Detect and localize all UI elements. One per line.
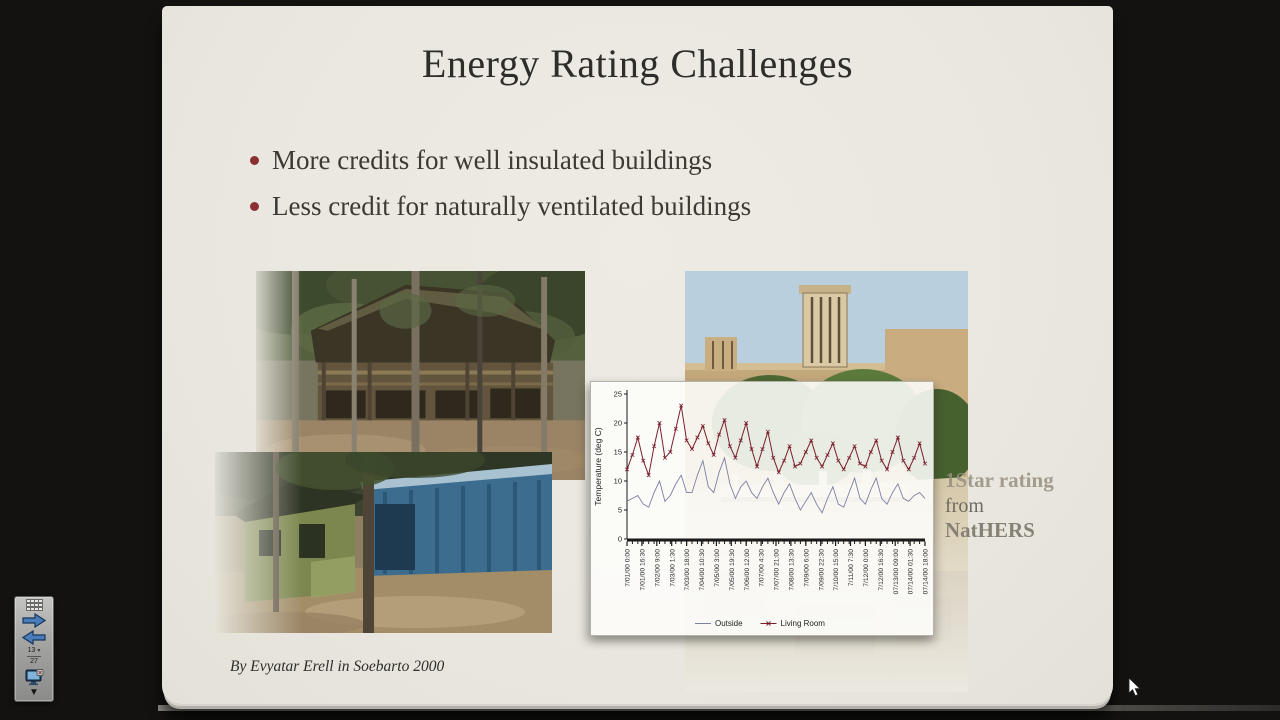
dropdown-triangle-icon: ▼ — [29, 687, 39, 699]
bullet-item: Less credit for naturally ventilated bui… — [250, 190, 751, 222]
note-line: from — [945, 494, 984, 517]
svg-text:7/04/00 10:30: 7/04/00 10:30 — [699, 549, 706, 591]
monitor-icon — [25, 668, 43, 685]
bullet-list: More credits for well insulated building… — [250, 144, 751, 237]
svg-text:07/14/00 01:30: 07/14/00 01:30 — [908, 549, 915, 595]
svg-text:7/09/00 22:30: 7/09/00 22:30 — [818, 549, 825, 591]
bullet-text: More credits for well insulated building… — [272, 145, 713, 175]
svg-text:07/13/00 09:00: 07/13/00 09:00 — [893, 549, 900, 595]
grid-icon — [25, 599, 43, 612]
slide: Energy Rating Challenges More credits fo… — [162, 6, 1113, 704]
nav-toolbar: 13 ▾ 27 ▼ — [14, 596, 54, 702]
note-line: 1Star rating — [945, 468, 1054, 492]
mouse-cursor — [1128, 677, 1143, 704]
chevron-down-icon: ▾ — [37, 647, 41, 654]
svg-text:0: 0 — [618, 535, 622, 544]
svg-text:7/05/00 3:00: 7/05/00 3:00 — [714, 549, 721, 587]
svg-text:5: 5 — [618, 506, 622, 515]
next-slide-button[interactable] — [17, 612, 51, 629]
prev-slide-button[interactable] — [17, 629, 51, 646]
svg-text:7/06/00 12:00: 7/06/00 12:00 — [744, 549, 751, 591]
slide-title: Energy Rating Challenges — [421, 41, 854, 86]
slide-counter-current: 13 — [27, 647, 36, 655]
svg-text:Outside: Outside — [715, 619, 743, 628]
counter-divider — [27, 655, 41, 657]
svg-text:20: 20 — [614, 419, 622, 428]
bullet-dot — [250, 156, 259, 165]
svg-text:7/03/00 18:00: 7/03/00 18:00 — [684, 549, 691, 591]
bullet-dot — [250, 202, 259, 212]
cursor-arrow-icon — [1128, 677, 1141, 697]
slide-counter[interactable]: 13 ▾ 27 — [17, 646, 51, 668]
next-arrow-icon — [22, 612, 46, 628]
toolbar-menu-button[interactable]: ▼ — [17, 687, 51, 699]
svg-text:15: 15 — [614, 448, 622, 457]
slide-bottom-edge — [158, 705, 1280, 711]
slide-sorter-button[interactable] — [17, 599, 51, 612]
photo-green-house — [215, 452, 552, 633]
svg-text:25: 25 — [614, 390, 622, 399]
svg-text:7/09/00 6:00: 7/09/00 6:00 — [803, 549, 810, 587]
svg-text:7/01/00 0:00: 7/01/00 0:00 — [625, 549, 632, 587]
temperature-chart: Temperature (deg C) 0 5 10 15 20 25 7/01/00 0:0… — [590, 381, 934, 636]
display-settings-button[interactable] — [17, 667, 51, 687]
svg-text:7/07/00 21:00: 7/07/00 21:00 — [774, 549, 781, 591]
note-line: NatHERS — [945, 518, 1035, 542]
svg-text:7/03/00 1:30: 7/03/00 1:30 — [669, 549, 676, 587]
svg-text:Living Room: Living Room — [781, 619, 826, 628]
bullet-item: More credits for well insulated building… — [250, 144, 751, 176]
svg-text:7/12/00 0:00: 7/12/00 0:00 — [863, 549, 870, 587]
star-rating-note: 1Star rating from NatHERS — [945, 468, 1095, 544]
slide-counter-total: 27 — [30, 657, 38, 665]
citation: By Evyatar Erell in Soebarto 2000 — [230, 658, 445, 675]
svg-text:7/02/00 9:00: 7/02/00 9:00 — [654, 549, 661, 587]
svg-text:7/01/00 16:30: 7/01/00 16:30 — [640, 549, 647, 591]
svg-text:7/05/00 19:30: 7/05/00 19:30 — [729, 549, 736, 591]
svg-text:7/12/00 16:30: 7/12/00 16:30 — [878, 549, 885, 591]
svg-text:7/10/00 15:00: 7/10/00 15:00 — [833, 549, 840, 591]
photo-thatched-house — [256, 271, 585, 480]
prev-arrow-icon — [22, 629, 46, 645]
svg-text:10: 10 — [614, 477, 622, 486]
bullet-text: Less credit for naturally ventilated bui… — [272, 191, 752, 222]
svg-text:7/08/00 13:30: 7/08/00 13:30 — [789, 549, 796, 591]
svg-text:7/11/00 7:30: 7/11/00 7:30 — [848, 549, 855, 587]
svg-text:Temperature (deg C): Temperature (deg C) — [593, 427, 603, 506]
svg-text:7/07/00 4:30: 7/07/00 4:30 — [759, 549, 766, 587]
svg-text:07/14/00 18:00: 07/14/00 18:00 — [923, 549, 930, 595]
